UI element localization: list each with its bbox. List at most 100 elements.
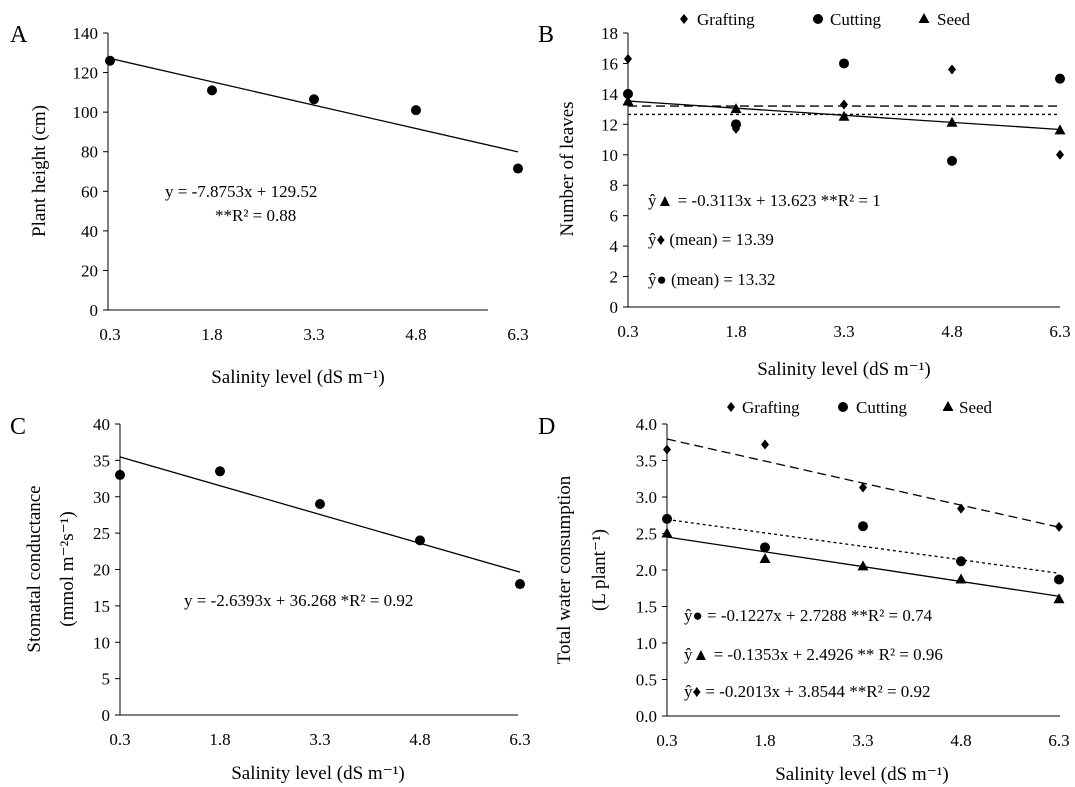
- x-tick-label: 6.3: [509, 730, 530, 749]
- panel-b: 0 2 4 6 8 10 12 14 16 18 0.3 1.8 3.3 4.8 6.3 Salinity l…: [538, 10, 1071, 380]
- data-point-triangle: [857, 560, 869, 571]
- legend-label: Cutting: [856, 398, 908, 417]
- y-tick-label: 10: [93, 633, 110, 652]
- data-point-circle: [415, 535, 425, 546]
- panel-a: 0 20 40 60 80 100 120 140 0.3 1.8 3.3 4.8 6.3 Salinit…: [10, 22, 529, 388]
- panel-letter: D: [538, 414, 555, 440]
- x-tick-label: 0.3: [109, 730, 130, 749]
- equation-annotation: **R² = 0.88: [215, 206, 296, 225]
- trend-line: [119, 456, 521, 573]
- y-tick-label: 10: [601, 146, 618, 165]
- y-tick-label: 0: [90, 301, 99, 320]
- data-point-diamond: [957, 503, 965, 514]
- equation-annotation: ŷ● (mean) = 13.32: [648, 270, 776, 289]
- x-tick-label: 3.3: [303, 325, 324, 344]
- legend-marker-circle: [838, 402, 848, 412]
- x-tick-label: 1.8: [209, 730, 230, 749]
- y-tick-label: 80: [81, 143, 98, 162]
- data-point-diamond: [948, 64, 956, 75]
- data-point-triangle: [1053, 593, 1065, 604]
- data-point-circle: [515, 579, 525, 590]
- legend-marker-triangle: [942, 401, 954, 411]
- data-point-diamond: [1056, 149, 1064, 160]
- legend-label: Cutting: [830, 10, 882, 29]
- x-tick-label: 4.8: [950, 731, 971, 750]
- data-point-diamond: [840, 99, 848, 110]
- data-point-circle: [105, 55, 115, 66]
- y-tick-label: 0.5: [636, 671, 657, 690]
- data-point-triangle: [759, 553, 771, 564]
- legend-marker-diamond: [727, 402, 735, 412]
- data-point-diamond: [624, 53, 632, 64]
- x-tick-label: 0.3: [99, 325, 120, 344]
- data-point-diamond: [1055, 521, 1063, 532]
- y-tick-label: 35: [93, 451, 110, 470]
- y-tick-label: 15: [93, 597, 110, 616]
- y-tick-label: 8: [610, 176, 619, 195]
- data-point-circle: [1054, 574, 1064, 585]
- data-point-circle: [956, 556, 966, 567]
- equation-annotation: y = -7.8753x + 129.52: [165, 182, 317, 201]
- legend-label: Grafting: [697, 10, 755, 29]
- x-tick-label: 1.8: [201, 325, 222, 344]
- y-axis-title: Plant height (cm): [29, 105, 50, 237]
- y-tick-label: 0.0: [636, 707, 657, 726]
- y-tick-label: 20: [81, 261, 98, 280]
- data-point-circle: [215, 466, 225, 477]
- equation-annotation: ŷ▲ = -0.3113x + 13.623 **R² = 1: [648, 191, 881, 210]
- legend-marker-circle: [813, 14, 823, 24]
- y-tick-label: 14: [601, 85, 619, 104]
- y-tick-label: 0: [610, 298, 619, 317]
- panel-letter: B: [538, 22, 554, 48]
- y-tick-label: 6: [610, 207, 619, 226]
- y-axis-title: Total water consumption: [554, 475, 575, 664]
- y-tick-label: 1.5: [636, 598, 657, 617]
- data-point-diamond: [663, 444, 671, 455]
- x-tick-label: 0.3: [617, 322, 638, 341]
- equation-annotation: ŷ● = -0.1227x + 2.7288 **R² = 0.74: [684, 606, 933, 625]
- data-point-triangle: [955, 573, 967, 584]
- y-tick-label: 140: [73, 24, 99, 43]
- legend-label: Seed: [959, 398, 993, 417]
- y-tick-label: 3.5: [636, 452, 657, 471]
- y-tick-label: 12: [601, 115, 618, 134]
- x-tick-label: 3.3: [852, 731, 873, 750]
- y-tick-label: 4: [610, 237, 619, 256]
- x-tick-label: 3.3: [309, 730, 330, 749]
- x-tick-label: 6.3: [1049, 322, 1070, 341]
- legend-marker-triangle: [918, 13, 930, 23]
- x-tick-label: 6.3: [1048, 731, 1069, 750]
- panel-letter: C: [10, 414, 26, 440]
- equation-annotation: y = -2.6393x + 36.268 *R² = 0.92: [184, 591, 413, 610]
- x-tick-label: 4.8: [409, 730, 430, 749]
- y-tick-label: 3.0: [636, 488, 657, 507]
- y-tick-label: 20: [93, 561, 110, 580]
- data-point-circle: [207, 85, 217, 96]
- x-tick-label: 1.8: [725, 322, 746, 341]
- data-point-diamond: [859, 482, 867, 493]
- data-point-triangle: [730, 103, 742, 114]
- x-tick-label: 4.8: [941, 322, 962, 341]
- data-point-triangle: [946, 116, 958, 127]
- data-point-triangle: [1054, 124, 1066, 135]
- data-point-circle: [315, 499, 325, 510]
- data-point-circle: [947, 155, 957, 166]
- equation-annotation: ŷ▲ = -0.1353x + 2.4926 ** R² = 0.96: [684, 645, 943, 664]
- x-tick-label: 6.3: [507, 325, 528, 344]
- panel-d: 0.0 0.5 1.0 1.5 2.0 2.5 3.0 3.5 4.0 0.3 1.8 3.3 4.8 6…: [538, 398, 1070, 785]
- y-tick-label: 2.5: [636, 525, 657, 544]
- data-point-circle: [115, 469, 125, 480]
- y-tick-label: 120: [73, 64, 99, 83]
- x-axis-title: Salinity level (dS m⁻¹): [775, 764, 949, 785]
- data-point-circle: [411, 105, 421, 116]
- y-tick-label: 30: [93, 488, 110, 507]
- panel-c: 0 5 10 15 20 25 30 35 40 0.3 1.8 3.3 4.8 6.3 Salinity …: [10, 414, 531, 784]
- y-tick-label: 40: [93, 415, 110, 434]
- y-axis-title: Stomatal conductance: [24, 485, 45, 652]
- y-tick-label: 5: [102, 670, 111, 689]
- x-tick-label: 4.8: [405, 325, 426, 344]
- y-axis-title-units: (L plant⁻¹): [589, 529, 610, 611]
- x-axis-title: Salinity level (dS m⁻¹): [231, 763, 405, 784]
- data-point-circle: [760, 542, 770, 553]
